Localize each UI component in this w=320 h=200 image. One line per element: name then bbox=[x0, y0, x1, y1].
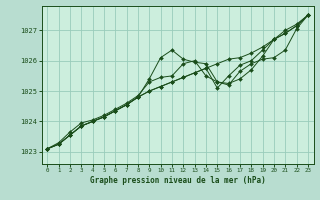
X-axis label: Graphe pression niveau de la mer (hPa): Graphe pression niveau de la mer (hPa) bbox=[90, 176, 266, 185]
